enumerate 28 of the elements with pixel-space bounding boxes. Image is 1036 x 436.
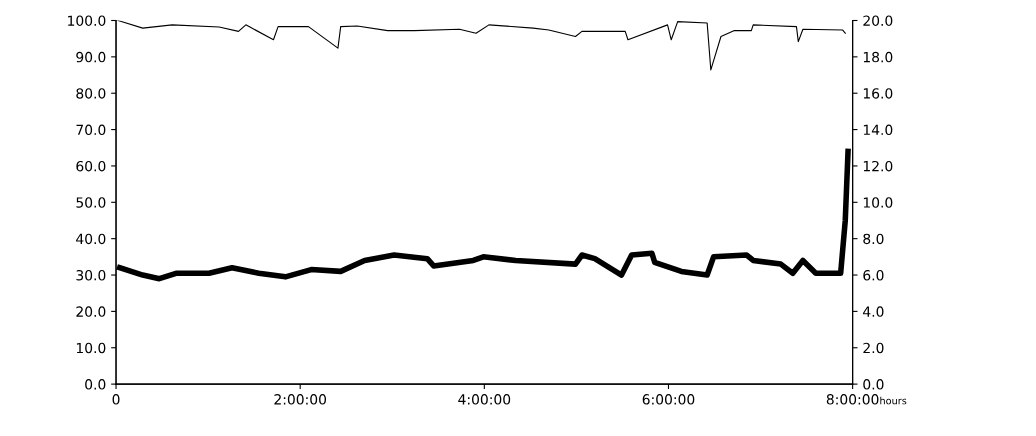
- y2-tick-label: 8.0: [863, 233, 884, 245]
- y-tick-label: 30.0: [76, 270, 106, 281]
- y2-tick-label: 12.0: [863, 160, 893, 172]
- x-tick-label: 8:00:00: [826, 394, 879, 405]
- y-tick-label: 40.0: [76, 233, 106, 245]
- y2-tick-label: 4.0: [863, 306, 884, 317]
- x-tick-label: 0: [112, 394, 120, 405]
- x-axis-title: hours: [880, 396, 907, 405]
- y2-tick-label: 6.0: [863, 270, 884, 281]
- y2-tick-label: 10.0: [863, 197, 893, 208]
- y-tick-label: 50.0: [76, 197, 106, 208]
- y-tick-label: 70.0: [76, 124, 106, 136]
- y-tick-label: 80.0: [76, 88, 106, 99]
- x-tick-label: 4:00:00: [458, 394, 511, 405]
- y-tick-label: 90.0: [76, 51, 106, 63]
- y-tick-label: 100.0: [68, 15, 106, 26]
- y-tick-label: 0.0: [85, 379, 106, 390]
- y2-tick-label: 2.0: [863, 342, 884, 354]
- y2-tick-label: 16.0: [863, 88, 893, 99]
- y2-tick-label: 14.0: [863, 124, 893, 136]
- y-tick-label: 10.0: [76, 342, 106, 354]
- y2-tick-label: 20.0: [863, 15, 893, 26]
- y-tick-label: 60.0: [76, 160, 106, 172]
- y-tick-label: 20.0: [76, 306, 106, 317]
- x-tick-label: 2:00:00: [274, 394, 327, 405]
- x-tick-label: 6:00:00: [642, 394, 695, 405]
- y2-tick-label: 18.0: [863, 51, 893, 63]
- y2-tick-label: 0.0: [863, 379, 884, 390]
